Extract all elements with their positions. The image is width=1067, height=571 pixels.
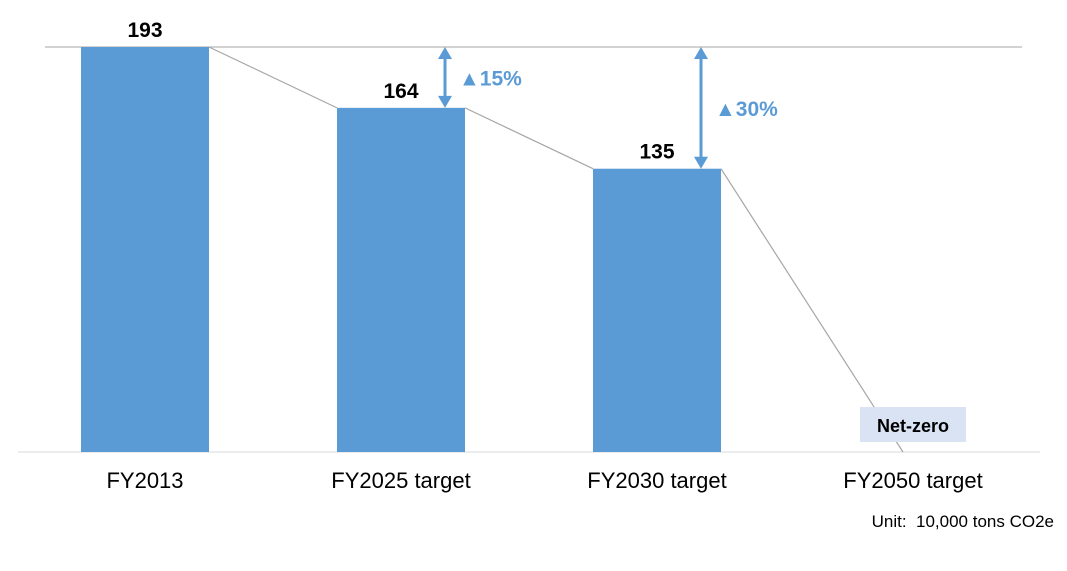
bar-fy2013 bbox=[81, 47, 209, 452]
reduction-percent-label: ▲15% bbox=[459, 67, 522, 90]
net-zero-label: Net-zero bbox=[877, 416, 949, 436]
category-label: FY2050 target bbox=[843, 468, 982, 493]
reduction-arrow-head-up bbox=[438, 47, 452, 59]
connector-line bbox=[208, 46, 338, 109]
connector-lines bbox=[208, 46, 904, 453]
net-zero-box bbox=[860, 407, 966, 442]
value-label: 135 bbox=[639, 141, 674, 164]
bar-fy2025-target bbox=[337, 107, 465, 452]
category-labels-group: FY2013 FY2025 target FY2030 target FY2050 t… bbox=[106, 468, 982, 493]
bar-fy2030-target bbox=[593, 168, 721, 452]
connector-line bbox=[464, 107, 594, 170]
category-label: FY2030 target bbox=[587, 468, 726, 493]
value-label: 193 bbox=[127, 19, 162, 42]
category-label: FY2013 bbox=[106, 468, 183, 493]
bars-group bbox=[81, 47, 721, 452]
reduction-arrow-head-down bbox=[694, 156, 708, 169]
connector-line bbox=[720, 168, 904, 453]
value-labels-group: 193 164 135 bbox=[127, 19, 674, 164]
reduction-arrow-head-up bbox=[694, 47, 708, 59]
value-label: 164 bbox=[383, 80, 418, 103]
reduction-arrow-head-down bbox=[438, 95, 452, 108]
reduction-arrows-group: ▲15% ▲30% bbox=[438, 47, 778, 169]
reduction-percent-label: ▲30% bbox=[715, 98, 778, 121]
category-label: FY2025 target bbox=[331, 468, 470, 493]
unit-label: Unit: 10,000 tons CO2e bbox=[872, 512, 1054, 531]
